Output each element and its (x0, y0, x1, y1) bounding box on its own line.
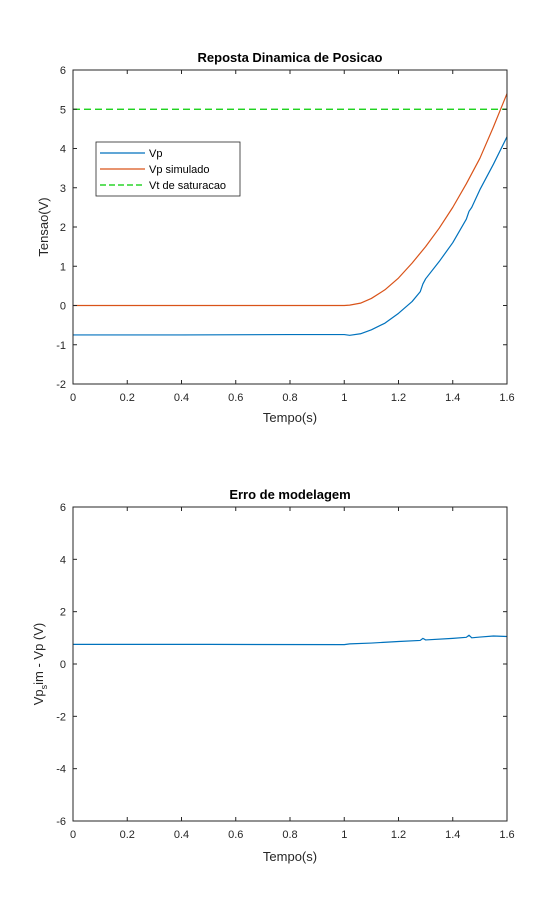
y-tick-label: -2 (56, 379, 66, 391)
plot-layer (73, 93, 508, 336)
y-tick-label: 1 (60, 261, 66, 273)
series-line-vp (73, 136, 508, 336)
x-tick-label: 0.8 (282, 829, 297, 841)
y-tick-label: 3 (60, 183, 66, 195)
y-tick-label: 6 (60, 65, 66, 77)
x-tick-label: 1.4 (445, 392, 460, 404)
x-tick-label: 1.4 (445, 829, 460, 841)
y-axis-label: Vpsim - Vp (V) (31, 623, 49, 706)
y-tick-label: 4 (60, 144, 66, 156)
y-axis-label-main: Vp (31, 689, 46, 705)
y-tick-label: -4 (56, 764, 66, 776)
y-tick-label: 0 (60, 659, 66, 671)
x-tick-label: 1.6 (499, 392, 514, 404)
legend-entry-vp: Vp (149, 148, 162, 160)
x-tick-label: 0.2 (120, 392, 135, 404)
chart-modeling-error: Erro de modelagem 0 0.2 0.4 0.6 0.8 1 1.2 1.4 1.… (31, 487, 515, 864)
x-tick-label: 0.4 (174, 392, 189, 404)
x-tick-label: 1 (341, 829, 347, 841)
tick-layer: 0 0.2 0.4 0.6 0.8 1 1.2 1.4 1.6 -2 -1 0 1 2 3 4 5 6 (56, 65, 514, 404)
x-tick-label: 0.4 (174, 829, 189, 841)
y-tick-label: -1 (56, 340, 66, 352)
x-tick-label: 0.8 (282, 392, 297, 404)
series-line-erro (73, 634, 508, 646)
plot-area (73, 70, 507, 384)
y-tick-label: 2 (60, 222, 66, 234)
x-tick-label: 0.6 (228, 829, 243, 841)
y-tick-label: -2 (56, 711, 66, 723)
x-tick-label: 1.6 (499, 829, 514, 841)
y-tick-label: 0 (60, 301, 66, 313)
x-tick-label: 0 (70, 829, 76, 841)
y-axis-label: Tensao(V) (36, 197, 51, 256)
x-tick-label: 0.2 (120, 829, 135, 841)
y-axis-label-subscript: s (39, 684, 49, 689)
legend-entry-vt-saturacao: Vt de saturacao (149, 180, 226, 192)
chart-title: Reposta Dinamica de Posicao (198, 50, 383, 65)
y-tick-label: 4 (60, 554, 66, 566)
x-tick-label: 1 (341, 392, 347, 404)
y-tick-label: -6 (56, 816, 66, 828)
y-tick-label: 2 (60, 607, 66, 619)
x-axis-label: Tempo(s) (263, 849, 317, 864)
y-axis-label-rest: im - Vp (V) (31, 623, 46, 685)
chart-title: Erro de modelagem (229, 487, 350, 502)
x-tick-label: 1.2 (391, 392, 406, 404)
plot-area (73, 507, 507, 821)
x-axis-label: Tempo(s) (263, 410, 317, 425)
legend-entry-vp-simulado: Vp simulado (149, 164, 210, 176)
x-tick-label: 0.6 (228, 392, 243, 404)
x-tick-label: 1.2 (391, 829, 406, 841)
y-tick-label: 6 (60, 502, 66, 514)
tick-layer: 0 0.2 0.4 0.6 0.8 1 1.2 1.4 1.6 -6 -4 -2 0 2 4 6 (56, 502, 514, 841)
legend: Vp Vp simulado Vt de saturacao (95, 141, 241, 197)
plot-layer (73, 634, 508, 646)
series-line-vp-simulado (73, 93, 508, 307)
y-tick-label: 5 (60, 104, 66, 116)
chart-position-response: Reposta Dinamica de Posicao 0 0.2 0.4 0.6 0.… (36, 50, 515, 425)
x-tick-label: 0 (70, 392, 76, 404)
